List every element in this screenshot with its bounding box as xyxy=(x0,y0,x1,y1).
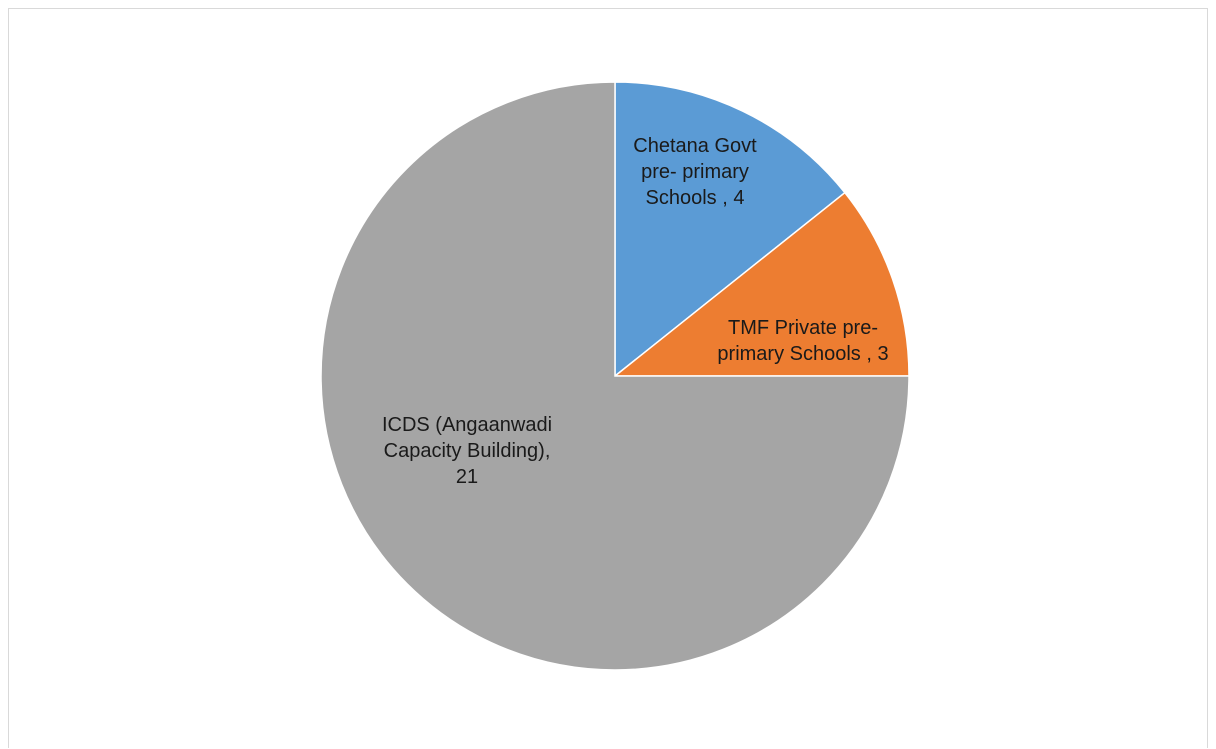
slice-label-2: ICDS (Angaanwadi Capacity Building), 21 xyxy=(382,414,552,488)
slice-label-line: primary Schools , 3 xyxy=(717,343,888,365)
chart-frame: Chetana Govt pre- primary Schools , 4 TMF P… xyxy=(8,8,1208,748)
slice-label-1: TMF Private pre-primary Schools , 3 xyxy=(717,317,888,365)
slice-label-line: pre- primary xyxy=(641,161,749,183)
slice-label-line: Capacity Building), xyxy=(384,440,551,462)
slice-label-line: TMF Private pre- xyxy=(728,317,878,339)
slice-label-line: Schools , 4 xyxy=(646,187,745,209)
slice-label-0: Chetana Govt pre- primary Schools , 4 xyxy=(633,135,757,209)
pie-slice-0 xyxy=(614,81,846,378)
slice-label-line: 21 xyxy=(456,466,478,488)
pie-slice-1 xyxy=(612,191,910,377)
pie-slice-2 xyxy=(320,81,910,671)
slice-label-line: Chetana Govt xyxy=(633,135,757,157)
pie-chart: Chetana Govt pre- primary Schools , 4 TMF P… xyxy=(320,81,910,671)
slice-label-line: ICDS (Angaanwadi xyxy=(382,414,552,436)
